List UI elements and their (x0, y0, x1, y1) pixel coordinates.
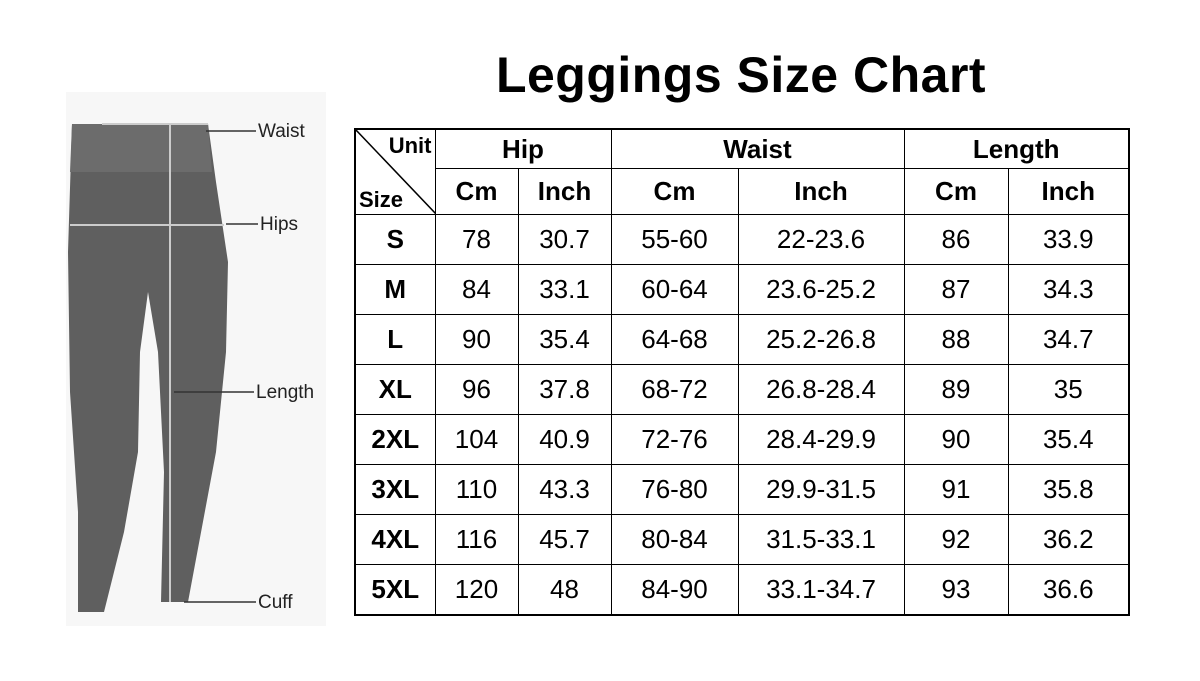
size-cell: S (354, 214, 436, 265)
leggings-silhouette (68, 123, 258, 612)
table-row: 4XL 116 45.7 80-84 31.5-33.1 92 36.2 (354, 514, 1130, 565)
value-cell: 35.4 (1007, 414, 1130, 465)
value-cell: 28.4-29.9 (737, 414, 905, 465)
value-cell: 35.8 (1007, 464, 1130, 515)
value-cell: 93 (903, 564, 1009, 616)
waist-label: Waist (258, 121, 305, 142)
hips-label: Hips (260, 214, 299, 235)
group-header-waist: Waist (610, 128, 905, 170)
page-title: Leggings Size Chart (495, 47, 987, 103)
value-cell: 48 (517, 564, 612, 616)
size-cell: XL (354, 364, 436, 415)
value-cell: 104 (434, 414, 519, 465)
value-cell: 43.3 (517, 464, 612, 515)
value-cell: 87 (903, 264, 1009, 315)
value-cell: 88 (903, 314, 1009, 365)
value-cell: 23.6-25.2 (737, 264, 905, 315)
value-cell: 26.8-28.4 (737, 364, 905, 415)
unit-label: Unit (388, 133, 432, 158)
size-cell: 3XL (354, 464, 436, 515)
corner-cell: Unit Size (354, 128, 436, 215)
size-cell: 2XL (354, 414, 436, 465)
cuff-label: Cuff (258, 592, 293, 613)
size-label: Size (359, 187, 404, 212)
size-table: Unit Size Hip Waist Length Cm Inch Cm Inch C… (354, 128, 1130, 616)
table-row: L 90 35.4 64-68 25.2-26.8 88 34.7 (354, 314, 1130, 365)
value-cell: 25.2-26.8 (737, 314, 905, 365)
value-cell: 33.1-34.7 (737, 564, 905, 616)
value-cell: 33.1 (517, 264, 612, 315)
unit-header: Inch (1007, 168, 1130, 215)
value-cell: 36.2 (1007, 514, 1130, 565)
value-cell: 110 (434, 464, 519, 515)
value-cell: 34.3 (1007, 264, 1130, 315)
size-cell: L (354, 314, 436, 365)
unit-header: Cm (903, 168, 1009, 215)
value-cell: 84-90 (610, 564, 739, 616)
value-cell: 40.9 (517, 414, 612, 465)
value-cell: 22-23.6 (737, 214, 905, 265)
value-cell: 37.8 (517, 364, 612, 415)
value-cell: 68-72 (610, 364, 739, 415)
value-cell: 35.4 (517, 314, 612, 365)
table-row: S 78 30.7 55-60 22-23.6 86 33.9 (354, 214, 1130, 265)
value-cell: 45.7 (517, 514, 612, 565)
unit-header: Inch (737, 168, 905, 215)
value-cell: 90 (434, 314, 519, 365)
leggings-illustration: Waist Hips Length Cuff (66, 92, 326, 626)
value-cell: 35 (1007, 364, 1130, 415)
table-row: XL 96 37.8 68-72 26.8-28.4 89 35 (354, 364, 1130, 415)
value-cell: 31.5-33.1 (737, 514, 905, 565)
value-cell: 86 (903, 214, 1009, 265)
group-header-hip: Hip (434, 128, 612, 170)
value-cell: 76-80 (610, 464, 739, 515)
size-cell: 4XL (354, 514, 436, 565)
value-cell: 72-76 (610, 414, 739, 465)
value-cell: 89 (903, 364, 1009, 415)
value-cell: 36.6 (1007, 564, 1130, 616)
value-cell: 78 (434, 214, 519, 265)
group-header-length: Length (903, 128, 1130, 170)
value-cell: 60-64 (610, 264, 739, 315)
value-cell: 96 (434, 364, 519, 415)
table-row: M 84 33.1 60-64 23.6-25.2 87 34.3 (354, 264, 1130, 315)
value-cell: 84 (434, 264, 519, 315)
table-row: 3XL 110 43.3 76-80 29.9-31.5 91 35.8 (354, 464, 1130, 515)
value-cell: 30.7 (517, 214, 612, 265)
value-cell: 80-84 (610, 514, 739, 565)
value-cell: 116 (434, 514, 519, 565)
value-cell: 33.9 (1007, 214, 1130, 265)
value-cell: 29.9-31.5 (737, 464, 905, 515)
unit-header: Cm (610, 168, 739, 215)
value-cell: 90 (903, 414, 1009, 465)
size-cell: 5XL (354, 564, 436, 616)
table-row: 2XL 104 40.9 72-76 28.4-29.9 90 35.4 (354, 414, 1130, 465)
value-cell: 34.7 (1007, 314, 1130, 365)
value-cell: 120 (434, 564, 519, 616)
value-cell: 55-60 (610, 214, 739, 265)
value-cell: 92 (903, 514, 1009, 565)
length-label: Length (256, 382, 315, 403)
unit-header: Inch (517, 168, 612, 215)
value-cell: 91 (903, 464, 1009, 515)
table-row: 5XL 120 48 84-90 33.1-34.7 93 36.6 (354, 564, 1130, 616)
size-cell: M (354, 264, 436, 315)
value-cell: 64-68 (610, 314, 739, 365)
unit-header: Cm (434, 168, 519, 215)
